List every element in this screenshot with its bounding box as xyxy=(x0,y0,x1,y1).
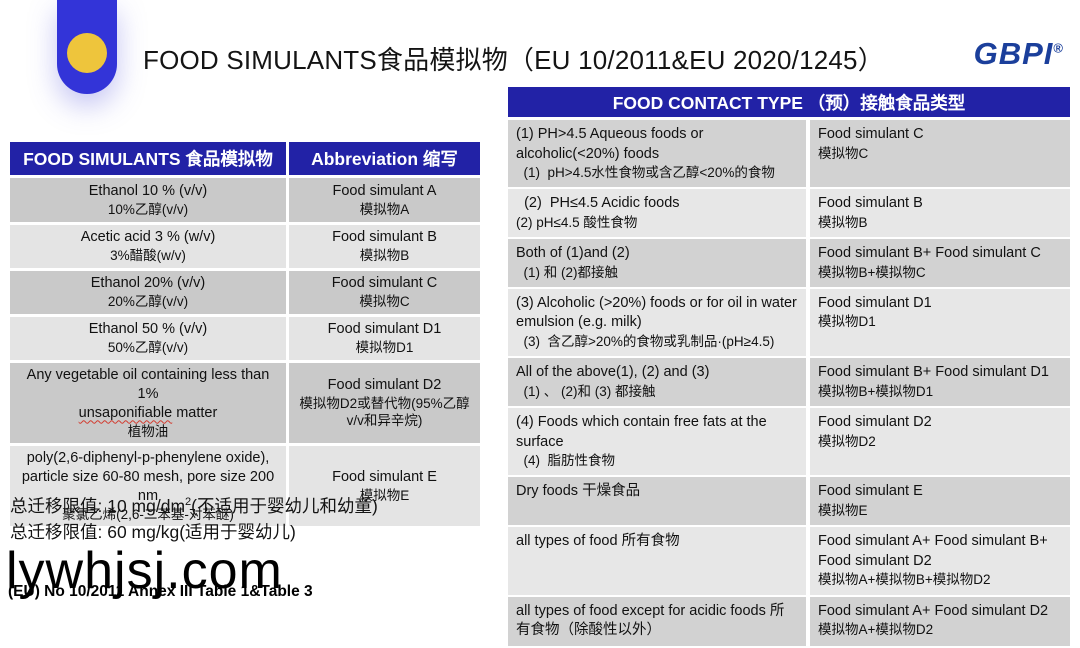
table-row: poly(2,6-diphenyl-p-phenylene oxide), pa… xyxy=(10,446,480,527)
table-row: Acetic acid 3 % (w/v) 3%醋酸(w/v) Food sim… xyxy=(10,225,480,268)
simulant-cell: Ethanol 10 % (v/v) 10%乙醇(v/v) xyxy=(10,178,286,222)
contact-type-cell: Both of (1)and (2) (1) 和 (2)都接触 xyxy=(508,239,806,287)
simulant-result-cell: Food simulant A+ Food simulant D2 模拟物A+模… xyxy=(810,596,1070,646)
simulant-result-cell: Food simulant D1 模拟物D1 xyxy=(810,288,1070,357)
simulant-cell: Acetic acid 3 % (w/v) 3%醋酸(w/v) xyxy=(10,225,286,268)
table-row: (2) PH≤4.5 Acidic foods (2) pH≤4.5 酸性食物 … xyxy=(508,189,1070,238)
table-row: all types of food except for acidic food… xyxy=(508,596,1070,646)
decorative-yellow-circle xyxy=(67,33,107,73)
contact-type-cell: All of the above(1), (2) and (3) (1) 、 (… xyxy=(508,358,806,407)
simulant-result-cell: Food simulant B 模拟物B xyxy=(810,189,1070,238)
migration-limit-note-1: 总迁移限值: 10 mg/dm2(不适用于婴幼儿和幼童) xyxy=(10,495,378,516)
simulant-result-cell: Food simulant E 模拟物E xyxy=(810,477,1070,526)
simulant-result-cell: Food simulant D2 模拟物D2 xyxy=(810,408,1070,476)
contact-type-cell: (2) PH≤4.5 Acidic foods (2) pH≤4.5 酸性食物 xyxy=(508,189,806,238)
table-row: (1) PH>4.5 Aqueous foods or alcoholic(<2… xyxy=(508,120,1070,188)
table-row: Ethanol 10 % (v/v) 10%乙醇(v/v) Food simul… xyxy=(10,178,480,222)
decorative-pill-shape xyxy=(57,0,117,94)
table-row: (3) Alcoholic (>20%) foods or for oil in… xyxy=(508,288,1070,357)
watermark-text: lywhjsj.com xyxy=(6,542,283,600)
table-row: (4) Foods which contain free fats at the… xyxy=(508,408,1070,476)
contact-type-cell: (1) PH>4.5 Aqueous foods or alcoholic(<2… xyxy=(508,120,806,188)
food-contact-type-header: FOOD CONTACT TYPE （预）接触食品类型 xyxy=(508,87,1070,117)
abbreviation-cell: Food simulant D2 模拟物D2或替代物(95%乙醇v/v和异辛烷) xyxy=(289,363,480,444)
logo-text: GBPI xyxy=(973,36,1054,71)
simulant-result-cell: Food simulant B+ Food simulant D1 模拟物B+模… xyxy=(810,358,1070,407)
abbreviation-cell: Food simulant E 模拟物E xyxy=(289,446,480,527)
regulation-footnote: (EU) No 10/2011 Annex III Table 1&Table … xyxy=(8,583,313,600)
table-row: Both of (1)and (2) (1) 和 (2)都接触 Food sim… xyxy=(508,239,1070,287)
contact-type-cell: Dry foods 干燥食品 xyxy=(508,477,806,526)
simulant-cell: Ethanol 20% (v/v) 20%乙醇(v/v) xyxy=(10,271,286,314)
table-row: Any vegetable oil containing less than 1… xyxy=(10,363,480,444)
table-row: All of the above(1), (2) and (3) (1) 、 (… xyxy=(508,358,1070,407)
page-title: FOOD SIMULANTS食品模拟物（EU 10/2011&EU 2020/1… xyxy=(143,45,884,75)
abbreviation-cell: Food simulant C 模拟物C xyxy=(289,271,480,314)
simulant-cell: poly(2,6-diphenyl-p-phenylene oxide), pa… xyxy=(10,446,286,527)
registered-trademark-symbol: ® xyxy=(1053,40,1064,56)
abbreviation-cell: Food simulant D1 模拟物D1 xyxy=(289,317,480,360)
simulant-cell: Any vegetable oil containing less than 1… xyxy=(10,363,286,444)
table-row: Ethanol 20% (v/v) 20%乙醇(v/v) Food simula… xyxy=(10,271,480,314)
food-contact-type-table: FOOD CONTACT TYPE （预）接触食品类型 (1) PH>4.5 A… xyxy=(508,87,1070,648)
table-row: all types of food 所有食物 Food simulant A+ … xyxy=(508,527,1070,595)
table-row: Dry foods 干燥食品 Food simulant E 模拟物E xyxy=(508,477,1070,526)
spellcheck-underlined-word: unsaponifiable xyxy=(78,404,173,421)
simulant-result-cell: Food simulant C 模拟物C xyxy=(810,120,1070,188)
migration-limit-notes: 总迁移限值: 10 mg/dm2(不适用于婴幼儿和幼童) 总迁移限值: 60 m… xyxy=(10,489,378,545)
contact-type-cell: (4) Foods which contain free fats at the… xyxy=(508,408,806,476)
column-header-food-simulants: FOOD SIMULANTS 食品模拟物 xyxy=(10,142,286,175)
contact-type-cell: all types of food 所有食物 xyxy=(508,527,806,595)
table-row: Ethanol 50 % (v/v) 50%乙醇(v/v) Food simul… xyxy=(10,317,480,360)
food-simulants-table: FOOD SIMULANTS 食品模拟物 Abbreviation 缩写 Eth… xyxy=(10,142,480,529)
contact-type-cell: all types of food except for acidic food… xyxy=(508,596,806,646)
gbpi-logo: GBPI® xyxy=(974,36,1064,72)
migration-limit-note-2: 总迁移限值: 60 mg/kg(适用于婴幼儿) xyxy=(10,521,296,542)
simulant-cell: Ethanol 50 % (v/v) 50%乙醇(v/v) xyxy=(10,317,286,360)
food-simulants-table-header: FOOD SIMULANTS 食品模拟物 Abbreviation 缩写 xyxy=(10,142,480,175)
abbreviation-cell: Food simulant A 模拟物A xyxy=(289,178,480,222)
simulant-result-cell: Food simulant B+ Food simulant C 模拟物B+模拟… xyxy=(810,239,1070,287)
column-header-abbreviation: Abbreviation 缩写 xyxy=(289,142,480,175)
contact-type-cell: (3) Alcoholic (>20%) foods or for oil in… xyxy=(508,288,806,357)
simulant-result-cell: Food simulant A+ Food simulant B+ Food s… xyxy=(810,527,1070,595)
abbreviation-cell: Food simulant B 模拟物B xyxy=(289,225,480,268)
